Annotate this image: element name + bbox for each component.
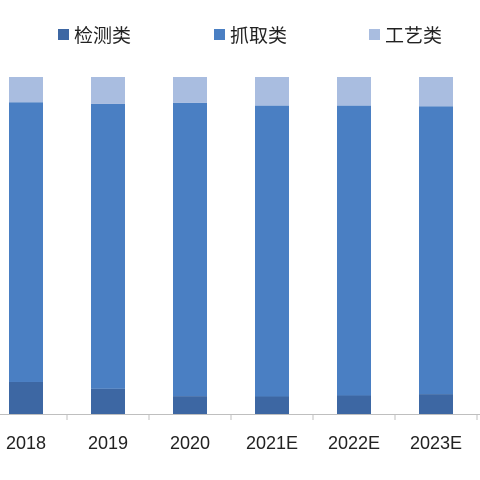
bar-segment-2023E-series-0	[419, 394, 453, 414]
x-tick-label-2019: 2019	[88, 433, 128, 453]
legend-swatch-2	[369, 29, 380, 40]
x-tick-label-2020: 2020	[170, 433, 210, 453]
bar-segment-2022E-series-2	[337, 77, 371, 106]
bar-segment-2023E-series-1	[419, 106, 453, 395]
x-tick-label-2023E: 2023E	[410, 433, 462, 453]
legend-swatch-1	[214, 29, 225, 40]
x-axis-tick-labels: 2018 2019 2020 2021E 2022E 2023E	[6, 433, 462, 453]
bar-segment-2021E-series-0	[255, 396, 289, 414]
legend-label-1: 抓取类	[230, 25, 287, 47]
legend: 检测类 抓取类 工艺类	[58, 25, 442, 47]
bar-segment-2019-series-1	[91, 103, 125, 389]
bar-segment-2019-series-2	[91, 77, 125, 104]
bar-segment-2018-series-0	[9, 381, 43, 414]
legend-swatch-0	[58, 29, 69, 40]
bar-segment-2020-series-0	[173, 396, 207, 414]
bar-segment-2020-series-2	[173, 77, 207, 103]
x-axis-ticks	[66, 414, 478, 420]
x-tick-label-2022E: 2022E	[328, 433, 380, 453]
bar-segment-2020-series-1	[173, 102, 207, 397]
legend-label-0: 检测类	[74, 25, 131, 47]
bar-segment-2018-series-2	[9, 77, 43, 103]
legend-label-2: 工艺类	[385, 25, 442, 47]
bar-segment-2023E-series-2	[419, 77, 453, 107]
bar-segment-2022E-series-1	[337, 105, 371, 396]
bar-segment-2019-series-0	[91, 388, 125, 414]
bar-segment-2021E-series-1	[255, 105, 289, 397]
x-tick-label-2021E: 2021E	[246, 433, 298, 453]
bar-segment-2018-series-1	[9, 102, 43, 382]
x-tick-label-2018: 2018	[6, 433, 46, 453]
bar-segment-2021E-series-2	[255, 77, 289, 106]
bar-segment-2022E-series-0	[337, 395, 371, 414]
bars	[9, 77, 453, 414]
